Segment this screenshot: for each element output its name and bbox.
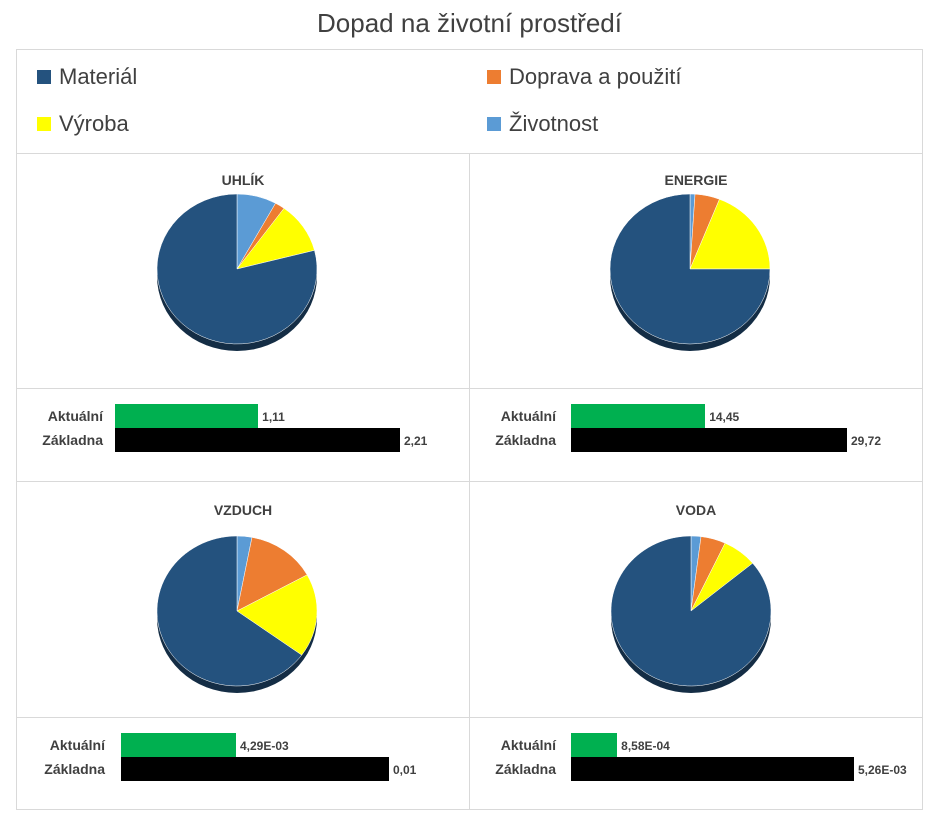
chart-title: VZDUCH [213, 502, 273, 518]
panel-divider [17, 388, 469, 389]
bar-label-current: Aktuální [49, 737, 105, 753]
bar-baseline [571, 428, 847, 452]
bar-value-baseline: 0,01 [393, 763, 417, 777]
pie-chart [156, 193, 318, 351]
bar-current [121, 733, 236, 757]
panel-water: VODA Aktuální 8,58E-04 Základna 5,26E-03 [469, 481, 923, 810]
legend-item-transport: Doprava a použití [487, 64, 681, 90]
bar-label-current: Aktuální [500, 737, 556, 753]
pie-slice-material [156, 535, 303, 687]
chart-title: ENERGIE [664, 172, 728, 188]
bar-current [571, 404, 706, 428]
legend-swatch-lifetime [487, 117, 501, 131]
bar-value-baseline: 2,21 [404, 434, 428, 448]
bar-label-baseline: Základna [495, 432, 556, 448]
panel-divider [470, 717, 922, 718]
legend: Materiál Doprava a použití Výroba Životn… [16, 49, 923, 154]
pie-slice-material [156, 193, 318, 345]
legend-label: Doprava a použití [509, 64, 682, 89]
bar-baseline [571, 757, 854, 781]
pie-slice-production [236, 574, 318, 656]
bar-label-current: Aktuální [47, 408, 103, 424]
pie-slice-production [689, 198, 771, 270]
panel-air: VZDUCH Aktuální 4,29E-03 Základna 0,01 [16, 481, 470, 810]
bar-value-current: 4,29E-03 [239, 739, 289, 753]
legend-swatch-production [37, 117, 51, 131]
chart-title: VODA [675, 502, 717, 518]
pie-chart [610, 535, 772, 693]
chart-title: UHLÍK [221, 172, 265, 188]
panel-divider [17, 717, 469, 718]
bar-label-baseline: Základna [495, 761, 556, 777]
page-title: Dopad na životní prostředí [317, 8, 622, 38]
legend-swatch-transport [487, 70, 501, 84]
legend-label: Životnost [509, 111, 599, 136]
bar-baseline [115, 428, 400, 452]
pie-slice-material [609, 193, 771, 345]
bar-value-baseline: 5,26E-03 [858, 763, 907, 777]
panel-energy: ENERGIE Aktuální 14,45 Základna 29,72 [469, 153, 923, 482]
pie-chart [156, 535, 318, 693]
bar-value-baseline: 29,72 [851, 434, 882, 448]
bar-value-current: 8,58E-04 [621, 739, 670, 753]
bar-value-current: 14,45 [709, 410, 740, 424]
legend-item-lifetime: Životnost [487, 111, 598, 137]
legend-item-production: Výroba [37, 111, 129, 137]
bar-label-current: Aktuální [500, 408, 556, 424]
panel-divider [470, 388, 922, 389]
legend-label: Výroba [59, 111, 129, 136]
bar-label-baseline: Základna [42, 432, 103, 448]
legend-swatch-material [37, 70, 51, 84]
bar-current [115, 404, 259, 428]
panel-carbon: UHLÍK Aktuální 1,11 Základna 2,21 [16, 153, 470, 482]
bar-current [571, 733, 618, 757]
pie-slice-transport [236, 537, 308, 612]
bar-value-current: 1,11 [262, 410, 285, 424]
bar-baseline [121, 757, 389, 781]
pie-slice-material [610, 535, 772, 687]
legend-label: Materiál [59, 64, 138, 89]
bar-label-baseline: Základna [44, 761, 105, 777]
legend-item-material: Materiál [37, 64, 137, 90]
pie-chart [609, 193, 771, 351]
